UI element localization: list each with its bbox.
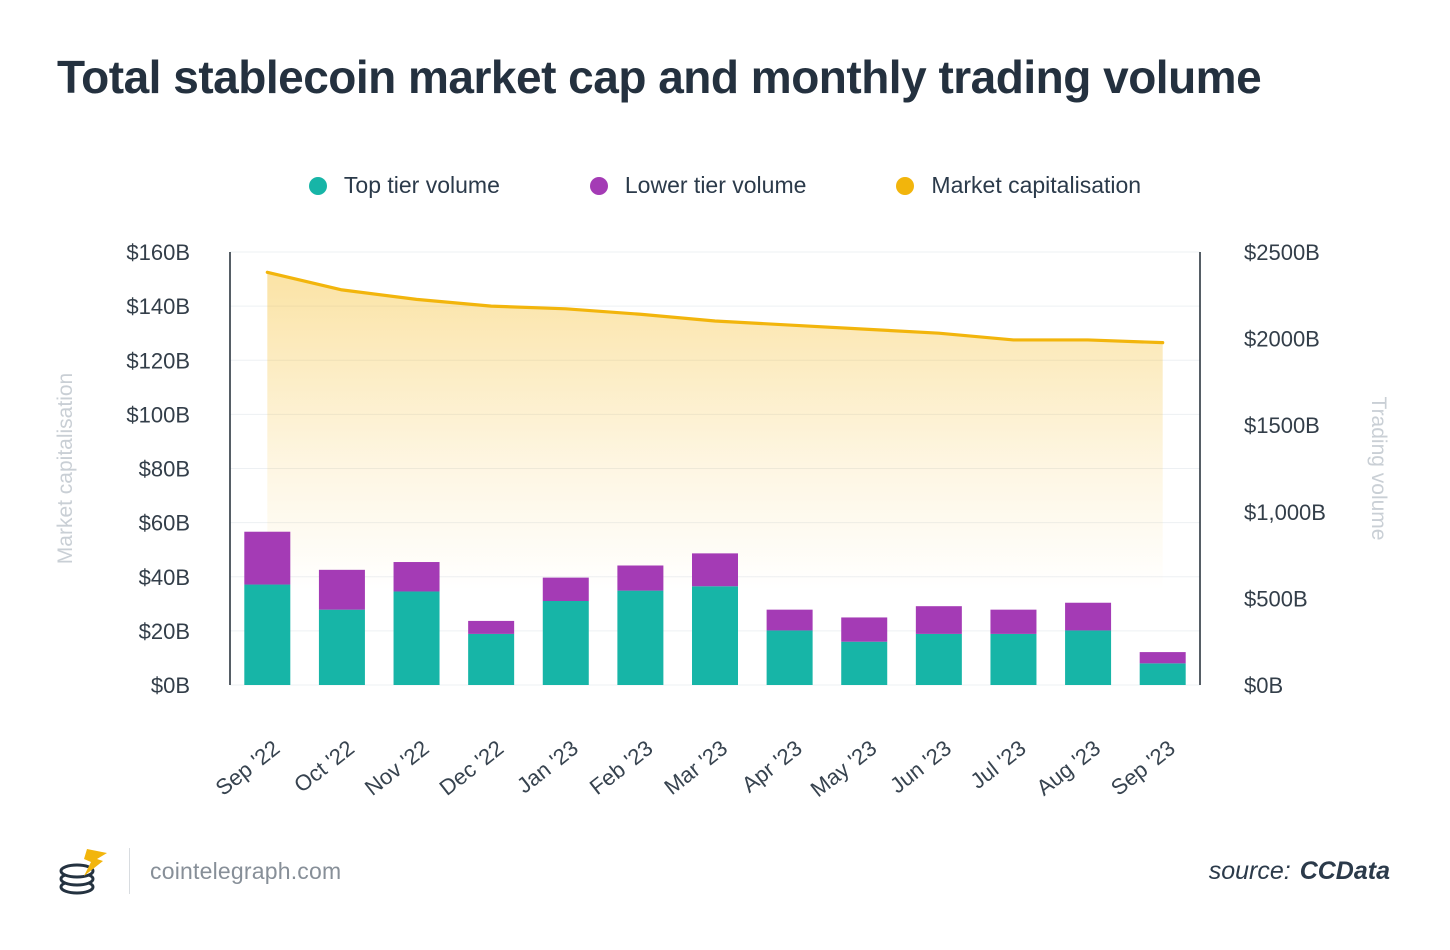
- bar-top-tier-volume: [990, 633, 1037, 685]
- bar-top-tier-volume: [542, 600, 589, 685]
- right-axis-title: Trading volume: [1367, 397, 1390, 541]
- right-axis-tick-label: $1500B: [1244, 413, 1320, 438]
- market-cap-area: [267, 272, 1163, 685]
- bar-lower-tier-volume: [1139, 652, 1186, 664]
- bar-top-tier-volume: [318, 609, 365, 685]
- legend-label-market-capitalisation: Market capitalisation: [931, 172, 1142, 198]
- bar-top-tier-volume: [915, 633, 962, 685]
- x-axis-tick-label: Jul '23: [966, 735, 1031, 793]
- site-credit: cointelegraph.com: [150, 857, 342, 884]
- source-prefix: source:: [1208, 856, 1291, 885]
- chart-legend: Top tier volume Lower tier volume Market…: [0, 172, 1450, 199]
- right-axis-tick-label: $2000B: [1244, 327, 1320, 352]
- bar-lower-tier-volume: [1065, 602, 1112, 631]
- left-axis-tick-label: $60B: [139, 511, 190, 536]
- bar-top-tier-volume: [692, 586, 738, 685]
- bar-top-tier-volume: [393, 591, 440, 685]
- x-axis-tick-label: May '23: [806, 735, 882, 802]
- right-axis-tick-label: $2500B: [1244, 240, 1320, 265]
- x-axis-tick-label: Sep '23: [1106, 735, 1180, 800]
- x-axis-tick-label: Jan '23: [512, 735, 583, 798]
- left-axis-tick-label: $80B: [139, 457, 190, 482]
- footer-branding: cointelegraph.com: [57, 846, 341, 896]
- left-axis-title: Market capitalisation: [54, 373, 77, 564]
- x-axis-tick-label: Feb '23: [585, 735, 658, 799]
- bar-lower-tier-volume: [841, 617, 888, 642]
- legend-label-lower-tier-volume: Lower tier volume: [624, 172, 807, 198]
- right-axis-tick-label: $0B: [1244, 673, 1283, 698]
- left-axis-tick-label: $20B: [139, 619, 190, 644]
- x-axis-tick-label: Oct '22: [289, 735, 359, 797]
- bar-lower-tier-volume: [766, 609, 813, 631]
- bar-lower-tier-volume: [393, 562, 440, 592]
- bar-lower-tier-volume: [692, 553, 738, 587]
- bar-top-tier-volume: [244, 584, 291, 685]
- x-axis-tick-label: Dec '22: [435, 735, 509, 800]
- left-axis-tick-label: $140B: [126, 294, 190, 319]
- x-axis-tick-label: Jun '23: [885, 735, 956, 798]
- bar-lower-tier-volume: [468, 620, 515, 634]
- chart-title: Total stablecoin market cap and monthly …: [57, 51, 1262, 103]
- bar-lower-tier-volume: [244, 531, 291, 585]
- legend-item-lower-tier-volume: Lower tier volume: [589, 172, 807, 199]
- bar-lower-tier-volume: [318, 569, 365, 610]
- x-axis-tick-label: Nov '22: [360, 735, 434, 800]
- bar-top-tier-volume: [617, 590, 664, 685]
- cointelegraph-logo-icon: [59, 849, 107, 895]
- legend-item-top-tier-volume: Top tier volume: [308, 172, 500, 199]
- bar-lower-tier-volume: [617, 565, 664, 591]
- legend-dot-yellow-icon: [896, 176, 915, 195]
- bar-lower-tier-volume: [990, 609, 1037, 634]
- left-axis-tick-label: $0B: [151, 673, 190, 698]
- bar-lower-tier-volume: [542, 577, 589, 601]
- bar-top-tier-volume: [841, 641, 888, 685]
- right-axis-tick-label: $500B: [1244, 586, 1308, 611]
- logo-bolt-icon: [84, 849, 107, 876]
- right-axis-tick-label: $1,000B: [1244, 500, 1326, 525]
- bar-lower-tier-volume: [915, 606, 962, 634]
- legend-item-market-capitalisation: Market capitalisation: [896, 172, 1141, 199]
- legend-dot-purple-icon: [589, 176, 608, 195]
- x-axis-tick-label: Mar '23: [659, 735, 732, 799]
- left-axis-tick-label: $100B: [126, 402, 190, 427]
- footer-divider: [129, 848, 130, 894]
- source-credit: source: CCData: [1209, 857, 1390, 886]
- x-axis-tick-label: Apr '23: [737, 735, 807, 797]
- x-axis-tick-label: Aug '23: [1032, 735, 1106, 800]
- left-axis-tick-label: $160B: [126, 240, 190, 265]
- source-name: CCData: [1299, 856, 1390, 885]
- bar-top-tier-volume: [1065, 630, 1112, 685]
- legend-label-top-tier-volume: Top tier volume: [343, 172, 500, 198]
- legend-dot-teal-icon: [308, 176, 327, 195]
- x-axis-tick-label: Sep '22: [211, 735, 285, 800]
- left-axis-tick-label: $120B: [126, 348, 190, 373]
- market-cap-line: [265, 270, 1165, 345]
- left-axis-tick-label: $40B: [139, 565, 190, 590]
- chart-canvas: $160B $140B $120B $100B $80B $60B $40B $20B $0B $…: [54, 240, 1390, 802]
- footer: cointelegraph.com source: CCData: [0, 836, 1450, 906]
- bar-top-tier-volume: [1139, 663, 1186, 685]
- bar-top-tier-volume: [468, 633, 515, 685]
- bar-top-tier-volume: [766, 630, 813, 685]
